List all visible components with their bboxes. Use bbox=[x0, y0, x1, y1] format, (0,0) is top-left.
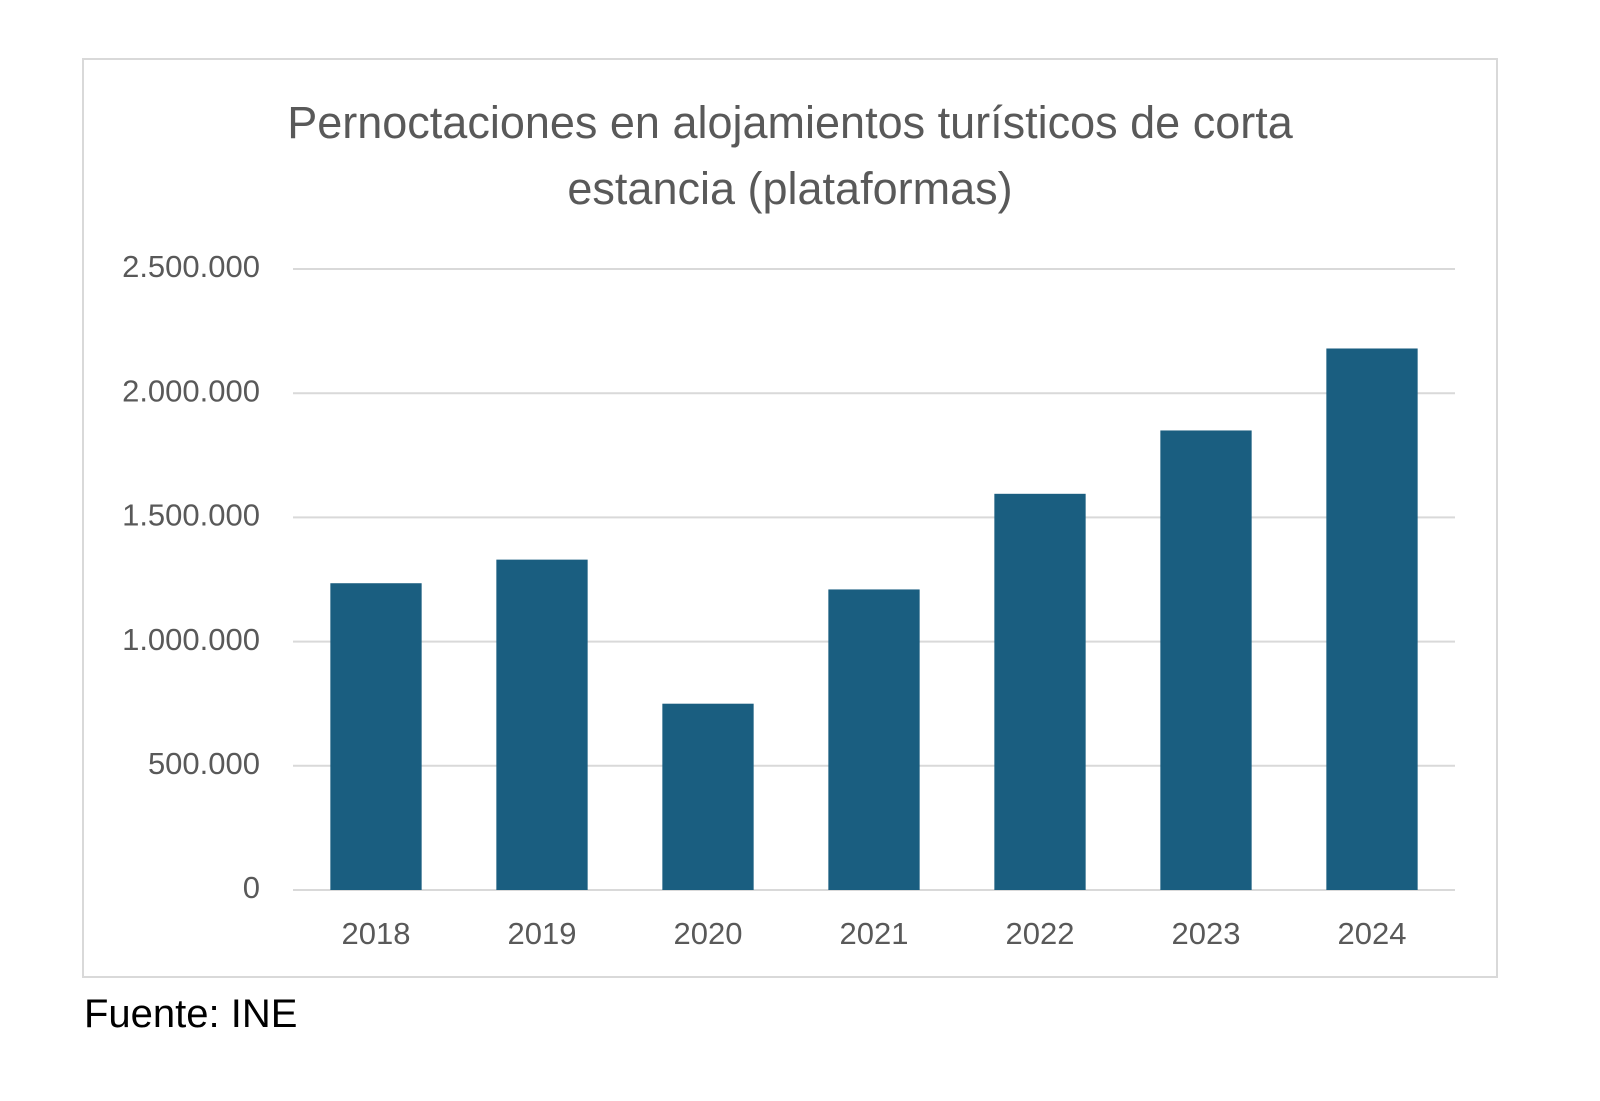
bar bbox=[994, 493, 1086, 890]
y-tick-label: 1.500.000 bbox=[122, 498, 260, 533]
x-tick-label: 2018 bbox=[342, 916, 411, 951]
bar bbox=[1160, 430, 1252, 890]
bar bbox=[496, 559, 588, 890]
x-tick-label: 2024 bbox=[1338, 916, 1407, 951]
y-tick-label: 2.500.000 bbox=[122, 249, 260, 284]
y-tick-label: 500.000 bbox=[148, 746, 260, 781]
bar bbox=[662, 703, 754, 890]
y-tick-label: 0 bbox=[243, 870, 260, 905]
y-tick-label: 1.000.000 bbox=[122, 622, 260, 657]
bar bbox=[828, 589, 920, 890]
x-tick-label: 2019 bbox=[508, 916, 577, 951]
x-tick-label: 2020 bbox=[674, 916, 743, 951]
chart-frame bbox=[82, 58, 1498, 978]
chart-title: Pernoctaciones en alojamientos turístico… bbox=[287, 97, 1293, 214]
y-tick-label: 2.000.000 bbox=[122, 373, 260, 408]
bar bbox=[1326, 348, 1418, 890]
bar bbox=[330, 583, 422, 890]
x-tick-label: 2022 bbox=[1006, 916, 1075, 951]
x-tick-label: 2023 bbox=[1172, 916, 1241, 951]
source-note: Fuente: INE bbox=[84, 992, 298, 1036]
x-tick-label: 2021 bbox=[840, 916, 909, 951]
